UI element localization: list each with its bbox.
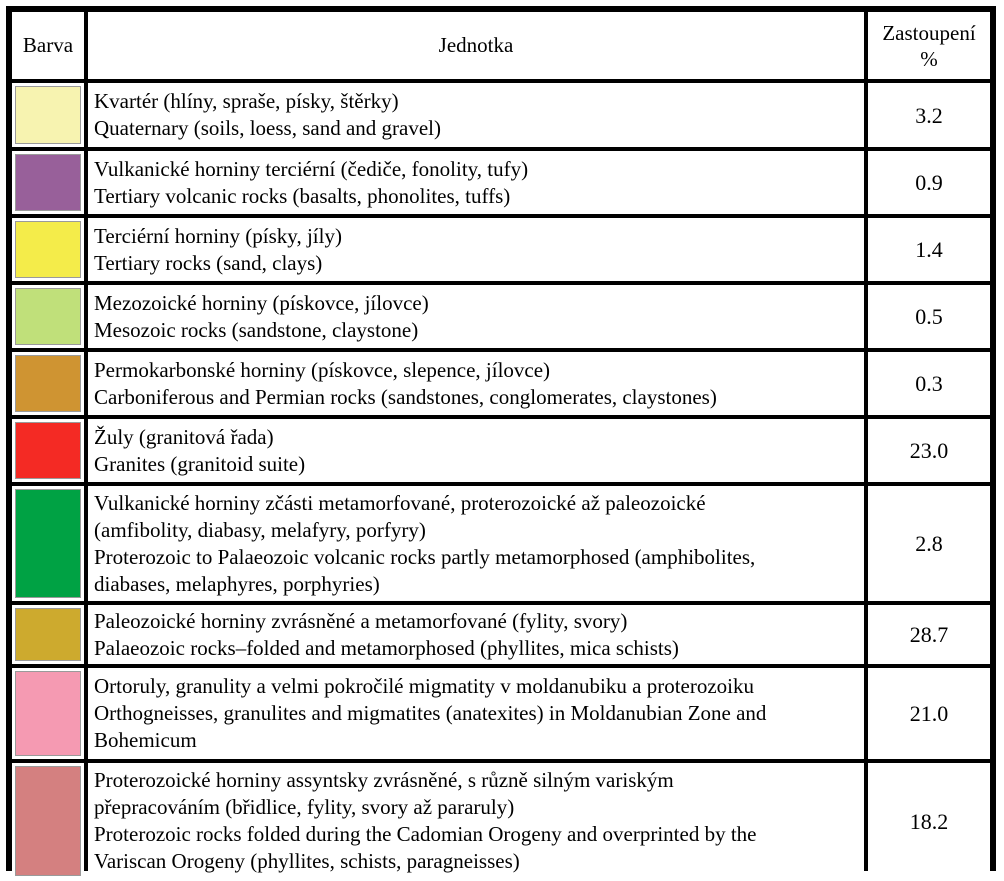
header-percentage-unit: % (920, 46, 938, 71)
unit-description: Vulkanické horniny terciérní (čediče, fo… (88, 151, 864, 214)
unit-name-english: Carboniferous and Permian rocks (sandsto… (94, 384, 717, 409)
color-swatch-cell (12, 668, 84, 759)
color-swatch-cell (12, 486, 84, 601)
unit-name-english: Tertiary rocks (sand, clays) (94, 250, 323, 275)
unit-name-czech: Vulkanické horniny terciérní (čediče, fo… (94, 156, 529, 181)
header-percentage: Zastoupení % (868, 12, 990, 79)
header-unit: Jednotka (88, 12, 864, 79)
unit-name-czech: Proterozoické horniny assyntsky zvrásněn… (94, 768, 674, 792)
color-swatch-cell (12, 83, 84, 147)
unit-percentage: 3.2 (868, 83, 990, 147)
unit-percentage: 23.0 (868, 419, 990, 482)
unit-percentage: 0.9 (868, 151, 990, 214)
unit-description: Žuly (granitová řada) Granites (granitoid… (88, 419, 864, 482)
color-swatch (15, 608, 81, 661)
unit-name-english: Granites (granitoid suite) (94, 451, 306, 476)
unit-description: Permokarbonské horniny (pískovce, slepen… (88, 352, 864, 415)
color-swatch-cell (12, 285, 84, 348)
unit-name-czech: Ortoruly, granulity a velmi pokročilé mi… (94, 674, 754, 698)
unit-name-czech: přepracováním (břidlice, fylity, svory a… (94, 795, 515, 819)
unit-name-czech: Terciérní horniny (písky, jíly) (94, 223, 342, 248)
color-swatch-cell (12, 605, 84, 664)
header-percentage-label: Zastoupení (882, 20, 976, 45)
unit-name-czech: Permokarbonské horniny (pískovce, slepen… (94, 357, 551, 382)
color-swatch (15, 422, 81, 479)
color-swatch (15, 86, 81, 144)
unit-percentage: 0.5 (868, 285, 990, 348)
color-swatch (15, 355, 81, 412)
unit-description: Paleozoické horniny zvrásněné a metamorf… (88, 605, 864, 664)
unit-description: Mezozoické horniny (pískovce, jílovce) Me… (88, 285, 864, 348)
unit-name-english: Tertiary volcanic rocks (basalts, phonol… (94, 183, 511, 208)
unit-name-english: Proterozoic to Palaeozoic volcanic rocks… (94, 544, 756, 569)
unit-name-english: Bohemicum (94, 728, 197, 752)
unit-name-czech: Paleozoické horniny zvrásněné a metamorf… (94, 608, 628, 633)
unit-name-english: Mesozoic rocks (sandstone, claystone) (94, 317, 419, 342)
unit-name-english: diabases, melaphyres, porphyries) (94, 571, 380, 596)
unit-name-czech: Vulkanické horniny zčásti metamorfované,… (94, 490, 706, 515)
unit-percentage: 21.0 (868, 668, 990, 759)
table-frame: Barva Jednotka Zastoupení % Kvartér (hlí… (6, 6, 996, 879)
unit-name-czech: Mezozoické horniny (pískovce, jílovce) (94, 290, 429, 315)
unit-percentage: 0.3 (868, 352, 990, 415)
unit-name-english: Variscan Orogeny (phyllites, schists, pa… (94, 849, 520, 873)
color-swatch (15, 671, 81, 756)
color-swatch (15, 154, 81, 211)
unit-percentage: 28.7 (868, 605, 990, 664)
unit-description: Terciérní horniny (písky, jíly) Tertiary … (88, 218, 864, 281)
unit-description: Ortoruly, granulity a velmi pokročilé mi… (88, 668, 864, 759)
color-swatch (15, 288, 81, 345)
header-color: Barva (12, 12, 84, 79)
unit-name-czech: Žuly (granitová řada) (94, 424, 274, 449)
color-swatch (15, 766, 81, 876)
color-swatch-cell (12, 352, 84, 415)
unit-name-czech: Kvartér (hlíny, spraše, písky, štěrky) (94, 89, 399, 113)
unit-name-english: Quaternary (soils, loess, sand and grave… (94, 116, 441, 140)
unit-percentage: 1.4 (868, 218, 990, 281)
color-swatch (15, 489, 81, 598)
unit-percentage: 2.8 (868, 486, 990, 601)
unit-name-english: Palaeozoic rocks–folded and metamorphose… (94, 635, 679, 660)
unit-description: Proterozoické horniny assyntsky zvrásněn… (88, 763, 864, 879)
color-swatch-cell (12, 218, 84, 281)
color-swatch-cell (12, 151, 84, 214)
color-swatch (15, 221, 81, 278)
unit-name-czech: (amfibolity, diabasy, melafyry, porfyry) (94, 517, 426, 542)
legend-table: Barva Jednotka Zastoupení % Kvartér (hlí… (10, 10, 992, 879)
unit-description: Vulkanické horniny zčásti metamorfované,… (88, 486, 864, 601)
unit-description: Kvartér (hlíny, spraše, písky, štěrky) Qu… (88, 83, 864, 147)
unit-name-english: Orthogneisses, granulites and migmatites… (94, 701, 767, 725)
color-swatch-cell (12, 419, 84, 482)
unit-name-english: Proterozoic rocks folded during the Cado… (94, 822, 757, 846)
color-swatch-cell (12, 763, 84, 879)
unit-percentage: 18.2 (868, 763, 990, 879)
